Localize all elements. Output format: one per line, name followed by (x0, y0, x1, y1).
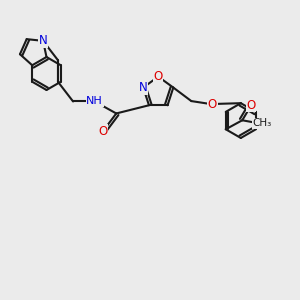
Text: O: O (154, 70, 163, 83)
Text: CH₃: CH₃ (253, 118, 272, 128)
Text: O: O (98, 125, 107, 138)
Text: N: N (39, 34, 47, 47)
Text: O: O (247, 99, 256, 112)
Text: O: O (208, 98, 217, 111)
Text: NH: NH (86, 97, 103, 106)
Text: N: N (139, 81, 148, 94)
